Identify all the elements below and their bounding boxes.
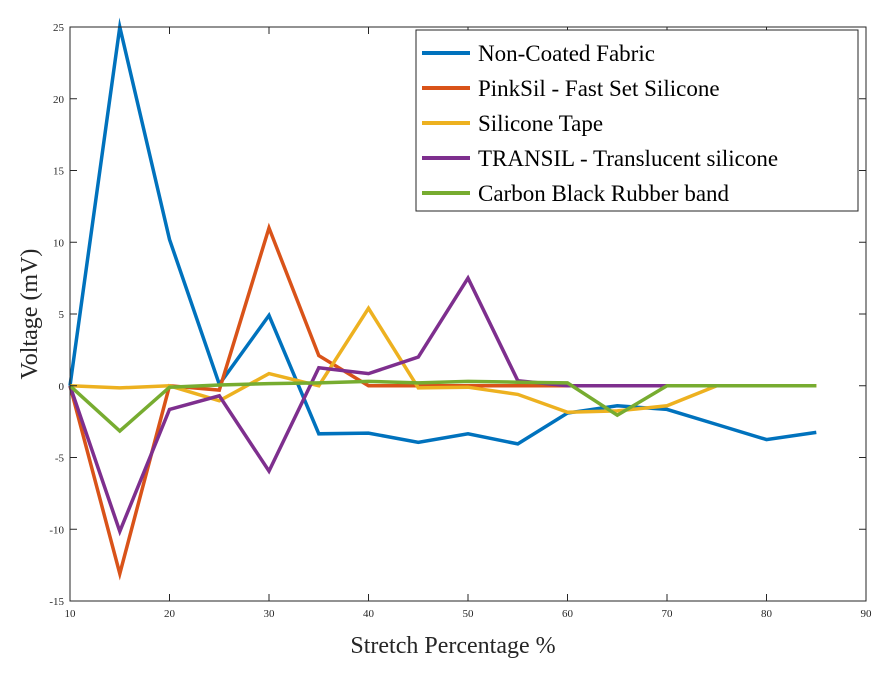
y-tick-label: -10 [49,524,64,536]
y-tick-label: -5 [55,453,65,465]
x-tick-label: 70 [662,608,674,620]
x-tick-label: 50 [463,608,475,620]
x-tick-label: 10 [65,608,77,620]
y-tick-label: 15 [53,166,65,178]
legend-label: Non-Coated Fabric [478,41,655,66]
x-tick-label: 60 [562,608,574,620]
y-tick-label: 20 [53,94,65,106]
series-line-4 [68,274,667,537]
x-tick-label: 20 [164,608,176,620]
x-tick-label: 80 [761,608,773,620]
y-axis-label: Voltage (mV) [17,249,43,380]
legend: Non-Coated Fabric PinkSil - Fast Set Sili… [415,29,859,212]
y-tick-label: 10 [53,237,65,249]
series-layer [68,17,817,581]
y-tick-label: 25 [53,22,65,34]
series-line-3 [69,305,817,415]
y-tick-label: 0 [59,381,65,393]
legend-label: PinkSil - Fast Set Silicone [478,76,720,101]
x-axis-label: Stretch Percentage % [350,633,555,659]
legend-label: Carbon Black Rubber band [478,181,730,206]
x-tick-label: 30 [264,608,276,620]
y-tick-label: -15 [49,596,64,608]
series-line-1 [68,17,817,446]
legend-label: TRANSIL - Translucent silicone [478,146,778,171]
series-line-5 [68,379,817,434]
y-tick-label: 5 [59,309,65,321]
legend-label: Silicone Tape [478,111,603,136]
legend-box [415,29,859,212]
x-tick-label: 40 [363,608,375,620]
x-tick-label: 90 [861,608,873,620]
